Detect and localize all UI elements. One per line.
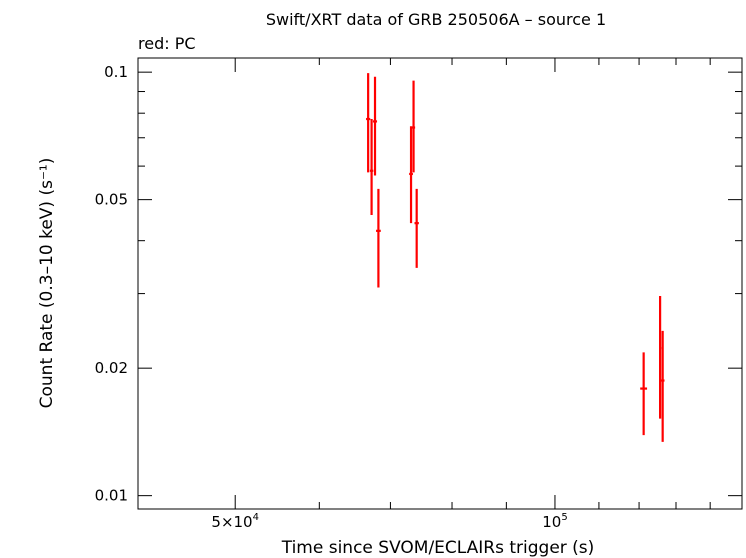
chart-title: Swift/XRT data of GRB 250506A – source 1 xyxy=(266,10,606,29)
axis-ticks xyxy=(138,58,742,509)
data-point xyxy=(659,296,662,419)
data-point xyxy=(372,76,378,176)
data-point xyxy=(409,126,413,224)
x-tick-label: 5×104 xyxy=(211,512,259,531)
y-tick-label: 0.1 xyxy=(104,63,128,81)
data-point xyxy=(414,188,419,268)
y-tick-label: 0.05 xyxy=(95,191,128,209)
data-points xyxy=(366,73,665,442)
data-point xyxy=(369,119,374,215)
x-tick-label: 105 xyxy=(542,512,567,531)
y-tick-label: 0.02 xyxy=(95,359,128,377)
plot-frame xyxy=(137,57,743,510)
data-point xyxy=(660,330,665,442)
data-point xyxy=(411,80,416,173)
chart-subtitle: red: PC xyxy=(138,34,196,53)
y-axis-label: Count Rate (0.3–10 keV) (s⁻¹) xyxy=(37,158,57,409)
data-point xyxy=(376,188,381,288)
data-point xyxy=(640,352,648,436)
x-axis-label: Time since SVOM/ECLAIRs trigger (s) xyxy=(281,538,595,558)
y-tick-label: 0.01 xyxy=(95,487,128,505)
data-point xyxy=(366,73,371,173)
tick-labels: 0.1 0.05 0.02 0.01 5×104 105 xyxy=(95,63,568,531)
